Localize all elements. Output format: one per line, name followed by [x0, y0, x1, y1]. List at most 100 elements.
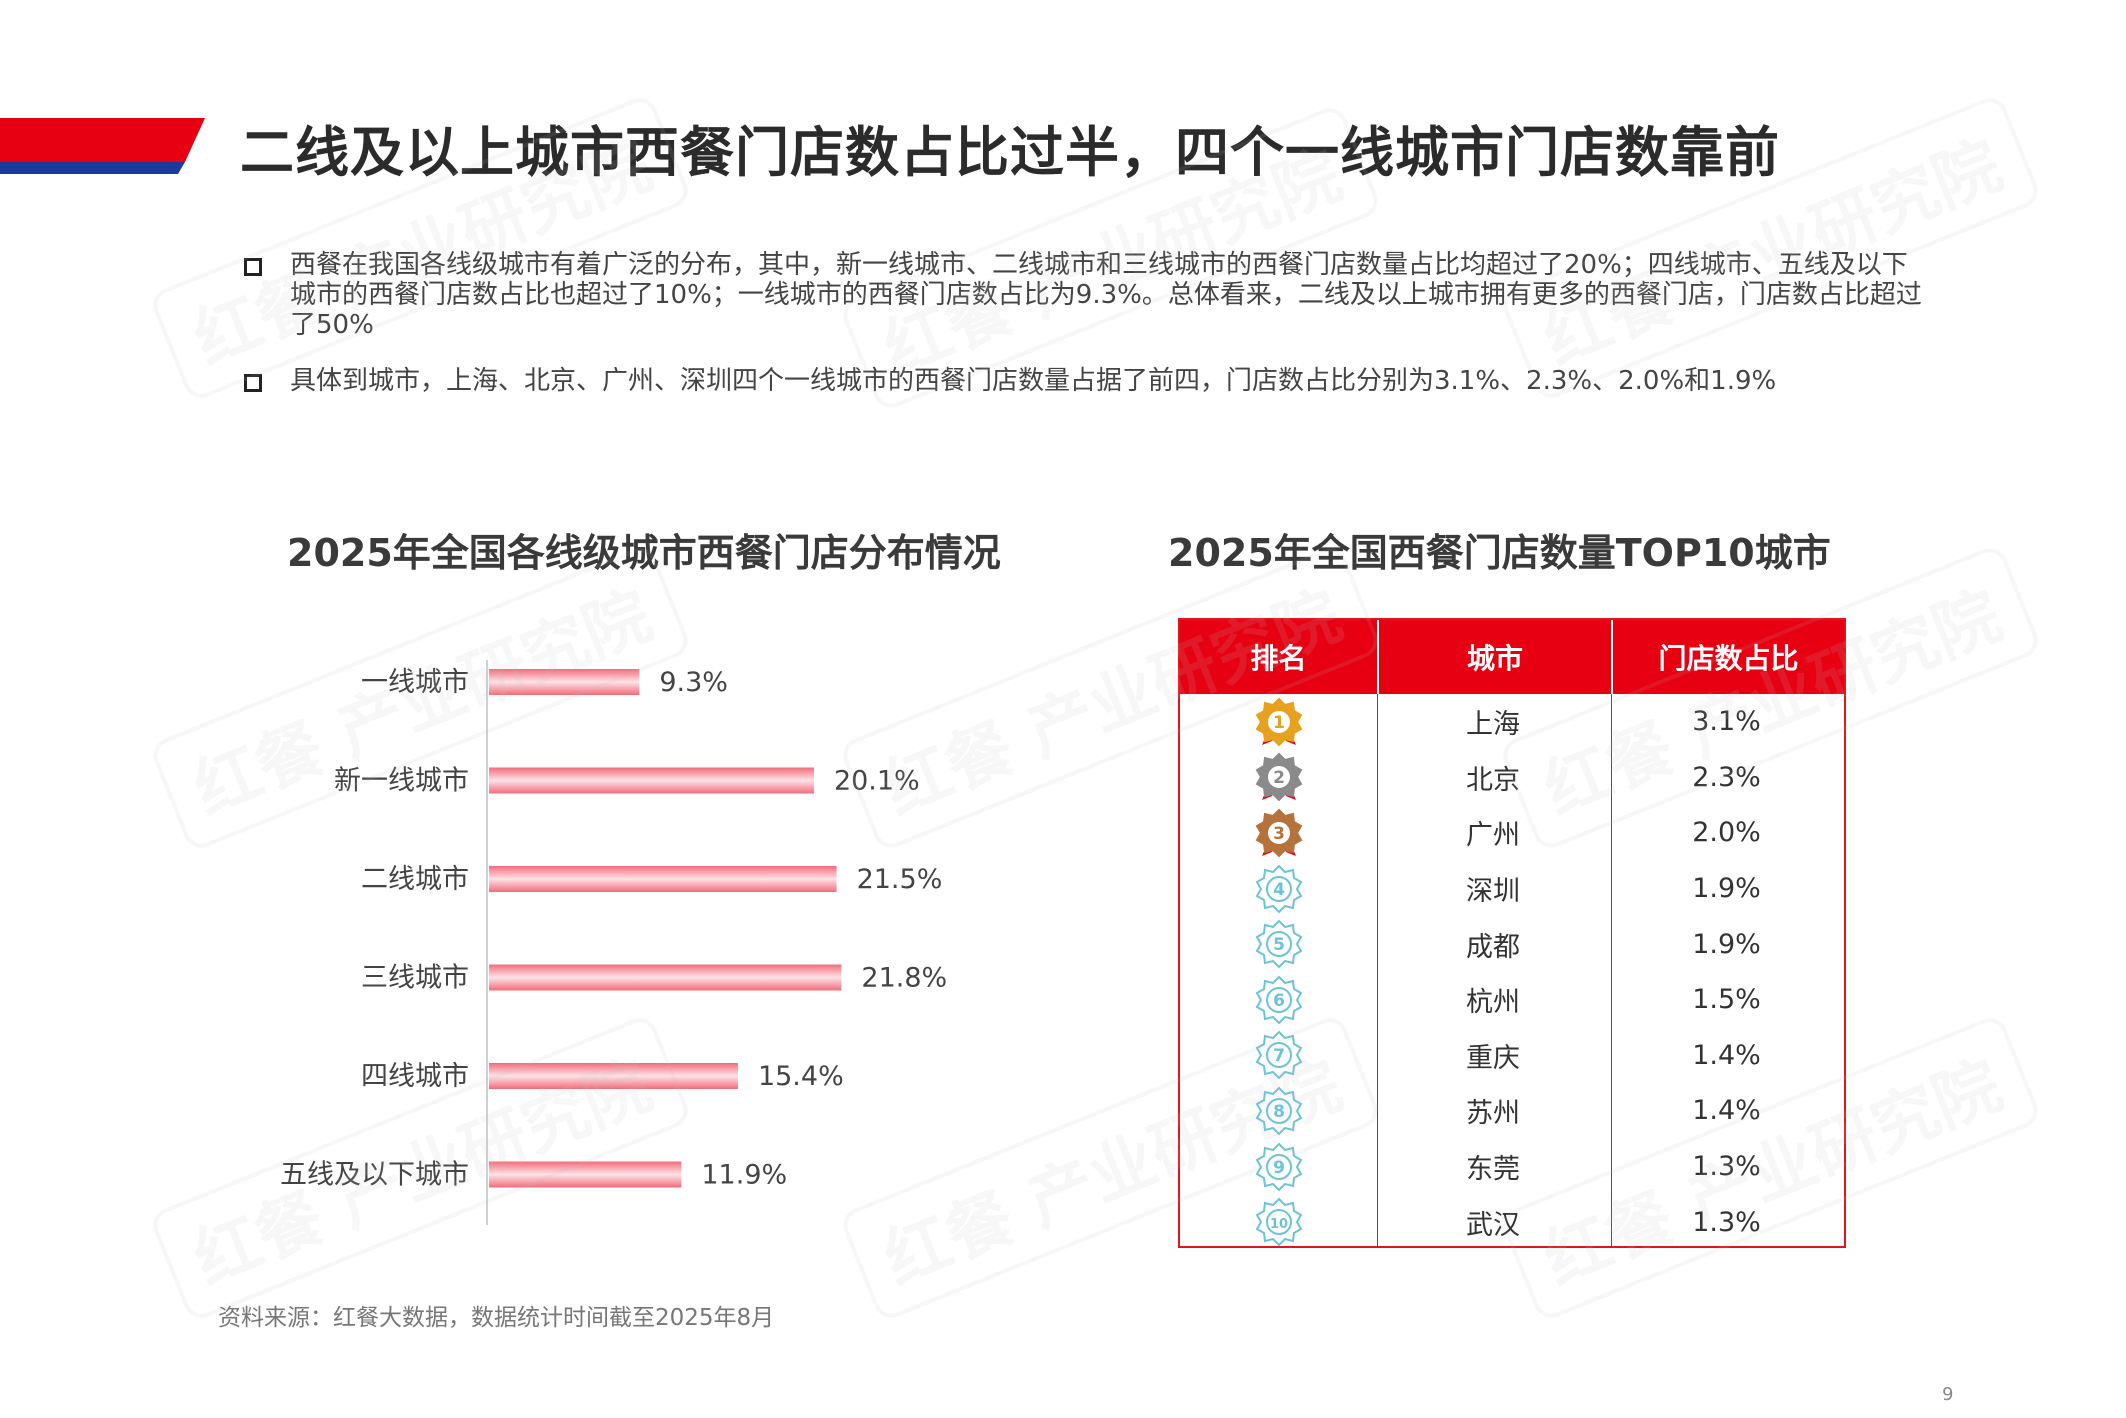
header-city: 城市 [1377, 620, 1611, 694]
table-body: 1 上海 3.1% 2 北京 2.3% 3 广州 2.0% 4 深圳 1.9% 5 成都 1.9% 6 杭州 1.… [1180, 694, 1844, 1247]
rank-number: 5 [1273, 935, 1285, 955]
table-row: 4 深圳 1.9% [1180, 861, 1844, 917]
rank-medal-icon: 8 [1255, 1086, 1302, 1136]
rank-medal-icon: 10 [1255, 1197, 1302, 1247]
square-bullet-icon [244, 374, 262, 392]
source-note: 资料来源：红餐大数据，数据统计时间截至2025年8月 [218, 1305, 775, 1331]
rank-cell: 2 [1180, 752, 1377, 802]
rank-number: 3 [1273, 824, 1285, 844]
rank-number: 10 [1269, 1217, 1287, 1232]
ranking-table-title: 2025年全国西餐门店数量TOP10城市 [1168, 531, 1831, 575]
share-cell: 2.0% [1692, 817, 1761, 849]
page-number: 9 [1942, 1384, 1954, 1405]
rank-number: 8 [1273, 1102, 1285, 1122]
table-row: 5 成都 1.9% [1180, 916, 1844, 972]
bullet-text: 西餐在我国各线级城市有着广泛的分布，其中，新一线城市、二线城市和三线城市的西餐门… [290, 250, 1922, 340]
rank-cell: 3 [1180, 808, 1377, 858]
table-row: 7 重庆 1.4% [1180, 1028, 1844, 1084]
share-cell: 1.9% [1692, 873, 1761, 905]
rank-medal-icon: 9 [1255, 1142, 1302, 1191]
summary-bullets: 西餐在我国各线级城市有着广泛的分布，其中，新一线城市、二线城市和三线城市的西餐门… [244, 250, 1924, 422]
rank-medal-icon: 5 [1255, 919, 1302, 969]
share-cell: 1.4% [1692, 1095, 1761, 1127]
category-label: 四线城市 [361, 1061, 469, 1092]
rank-medal-icon: 2 [1255, 752, 1302, 802]
rank-number: 4 [1273, 880, 1285, 900]
rank-number: 7 [1273, 1046, 1285, 1066]
value-label: 21.5% [857, 864, 943, 895]
rank-number: 6 [1273, 991, 1285, 1011]
share-cell: 3.1% [1692, 706, 1761, 738]
table-row: 8 苏州 1.4% [1180, 1083, 1844, 1139]
rank-cell: 6 [1180, 975, 1377, 1025]
city-cell: 杭州 [1466, 987, 1520, 1019]
table-row: 10 武汉 1.3% [1180, 1194, 1844, 1250]
table-row: 6 杭州 1.5% [1180, 972, 1844, 1028]
bar [489, 1063, 738, 1089]
rank-medal-icon: 3 [1255, 808, 1302, 858]
bullet-text: 具体到城市，上海、北京、广州、深圳四个一线城市的西餐门店数量占据了前四，门店数占… [290, 366, 1777, 396]
value-label: 20.1% [834, 766, 920, 797]
header-rank: 排名 [1250, 642, 1307, 675]
city-cell: 重庆 [1466, 1042, 1520, 1074]
rank-cell: 7 [1180, 1030, 1377, 1080]
rank-cell: 9 [1180, 1142, 1377, 1192]
city-cell: 苏州 [1466, 1098, 1520, 1130]
rank-medal-icon: 6 [1255, 975, 1302, 1025]
table-row: 3 广州 2.0% [1180, 805, 1844, 861]
tier-distribution-bar-chart: 一线城市 9.3% 新一线城市 20.1% 二线城市 21.5% 三线城市 21.8% 四线城市… [280, 660, 947, 1225]
share-cell: 2.3% [1692, 761, 1761, 793]
rank-number: 1 [1273, 713, 1285, 733]
column-divider [1611, 694, 1612, 1246]
city-cell: 成都 [1466, 931, 1520, 963]
rank-cell: 5 [1180, 919, 1377, 969]
share-cell: 1.3% [1692, 1206, 1761, 1238]
square-bullet-icon [244, 258, 262, 276]
bar [489, 866, 837, 892]
rank-number: 2 [1273, 768, 1285, 788]
bullet-item: 具体到城市，上海、北京、广州、深圳四个一线城市的西餐门店数量占据了前四，门店数占… [244, 366, 1924, 396]
header-share: 门店数占比 [1611, 620, 1844, 694]
category-label: 五线及以下城市 [280, 1160, 469, 1191]
bar [489, 669, 640, 695]
category-label: 一线城市 [361, 667, 469, 698]
table-row: 2 北京 2.3% [1180, 750, 1844, 806]
share-cell: 1.3% [1692, 1151, 1761, 1183]
city-cell: 广州 [1466, 820, 1520, 852]
rank-number: 9 [1273, 1158, 1285, 1178]
bar [489, 1161, 682, 1188]
header-accent-bar [0, 118, 205, 174]
bar [489, 964, 842, 991]
bar [489, 767, 814, 794]
bar-chart-title: 2025年全国各线级城市西餐门店分布情况 [287, 531, 1001, 575]
table-row: 1 上海 3.1% [1180, 694, 1844, 750]
value-label: 15.4% [758, 1061, 844, 1092]
bullet-item: 西餐在我国各线级城市有着广泛的分布，其中，新一线城市、二线城市和三线城市的西餐门… [244, 250, 1924, 340]
category-label: 二线城市 [361, 864, 469, 895]
value-label: 11.9% [701, 1160, 787, 1191]
rank-cell: 1 [1180, 697, 1377, 747]
category-label: 新一线城市 [334, 766, 469, 797]
city-cell: 东莞 [1466, 1154, 1520, 1186]
city-cell: 深圳 [1466, 876, 1520, 908]
share-cell: 1.9% [1692, 928, 1761, 960]
rank-cell: 10 [1180, 1197, 1377, 1247]
city-cell: 北京 [1466, 764, 1520, 796]
rank-cell: 4 [1180, 864, 1377, 914]
value-label: 21.8% [861, 963, 947, 994]
share-cell: 1.5% [1692, 984, 1761, 1016]
page-title: 二线及以上城市西餐门店数占比过半，四个一线城市门店数靠前 [240, 121, 1780, 184]
top10-ranking-table: 排名 城市 门店数占比 1 上海 3.1% 2 北京 2.3% 3 广州 2.0% 4 深圳 1.9%… [1178, 618, 1846, 1248]
rank-medal-icon: 1 [1255, 697, 1302, 747]
table-header: 排名 城市 门店数占比 [1180, 620, 1844, 694]
category-label: 三线城市 [361, 963, 469, 994]
rank-cell: 8 [1180, 1086, 1377, 1136]
city-cell: 上海 [1466, 709, 1520, 741]
value-label: 9.3% [659, 667, 728, 698]
share-cell: 1.4% [1692, 1039, 1761, 1071]
rank-medal-icon: 7 [1255, 1030, 1302, 1080]
table-row: 9 东莞 1.3% [1180, 1139, 1844, 1195]
rank-medal-icon: 4 [1255, 864, 1302, 913]
city-cell: 武汉 [1466, 1209, 1520, 1241]
column-divider [1377, 694, 1378, 1246]
